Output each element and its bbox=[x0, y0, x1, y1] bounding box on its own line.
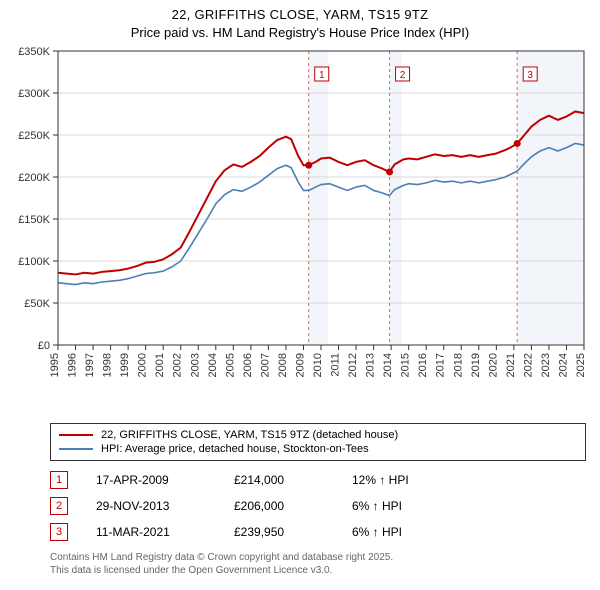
svg-text:£300K: £300K bbox=[18, 88, 50, 100]
svg-text:£0: £0 bbox=[38, 340, 50, 352]
svg-text:2009: 2009 bbox=[294, 353, 306, 377]
event-row: 2 29-NOV-2013 £206,000 6% ↑ HPI bbox=[50, 493, 586, 519]
event-row: 3 11-MAR-2021 £239,950 6% ↑ HPI bbox=[50, 519, 586, 545]
title-block: 22, GRIFFITHS CLOSE, YARM, TS15 9TZ Pric… bbox=[10, 6, 590, 41]
svg-text:2002: 2002 bbox=[172, 353, 184, 377]
legend-label: 22, GRIFFITHS CLOSE, YARM, TS15 9TZ (det… bbox=[101, 429, 398, 441]
svg-text:2007: 2007 bbox=[259, 353, 271, 377]
event-row: 1 17-APR-2009 £214,000 12% ↑ HPI bbox=[50, 467, 586, 493]
legend-swatch bbox=[59, 448, 93, 450]
legend-swatch bbox=[59, 434, 93, 436]
svg-text:£350K: £350K bbox=[18, 46, 50, 58]
svg-text:2008: 2008 bbox=[277, 353, 289, 377]
event-date: 11-MAR-2021 bbox=[96, 525, 206, 539]
event-badge: 1 bbox=[50, 471, 68, 489]
footnote-line2: This data is licensed under the Open Gov… bbox=[50, 564, 586, 577]
svg-text:1999: 1999 bbox=[119, 353, 131, 377]
svg-text:2020: 2020 bbox=[487, 353, 499, 377]
svg-text:£150K: £150K bbox=[18, 214, 50, 226]
chart-container: 22, GRIFFITHS CLOSE, YARM, TS15 9TZ Pric… bbox=[0, 0, 600, 583]
svg-text:1998: 1998 bbox=[102, 353, 114, 377]
svg-text:2024: 2024 bbox=[557, 353, 569, 377]
legend: 22, GRIFFITHS CLOSE, YARM, TS15 9TZ (det… bbox=[50, 423, 586, 461]
svg-text:1: 1 bbox=[319, 70, 325, 81]
line-chart-svg: £0 £50K £100K £150K £200K £250K £300K £350K 1995… bbox=[10, 45, 590, 415]
title-line1: 22, GRIFFITHS CLOSE, YARM, TS15 9TZ bbox=[10, 6, 590, 24]
legend-item: HPI: Average price, detached house, Stoc… bbox=[59, 442, 577, 456]
event-delta: 12% ↑ HPI bbox=[352, 473, 452, 487]
svg-text:2005: 2005 bbox=[224, 353, 236, 377]
svg-text:1995: 1995 bbox=[49, 353, 61, 377]
svg-text:2019: 2019 bbox=[470, 353, 482, 377]
svg-text:2: 2 bbox=[400, 70, 406, 81]
event-badge: 3 bbox=[50, 523, 68, 541]
svg-text:£50K: £50K bbox=[24, 298, 50, 310]
svg-text:1997: 1997 bbox=[84, 353, 96, 377]
legend-item: 22, GRIFFITHS CLOSE, YARM, TS15 9TZ (det… bbox=[59, 428, 577, 442]
event-delta: 6% ↑ HPI bbox=[352, 499, 452, 513]
svg-text:£100K: £100K bbox=[18, 256, 50, 268]
svg-text:2001: 2001 bbox=[154, 353, 166, 377]
svg-text:£200K: £200K bbox=[18, 172, 50, 184]
event-badge: 2 bbox=[50, 497, 68, 515]
svg-text:1996: 1996 bbox=[67, 353, 79, 377]
svg-text:2025: 2025 bbox=[575, 353, 587, 377]
svg-text:2018: 2018 bbox=[452, 353, 464, 377]
legend-label: HPI: Average price, detached house, Stoc… bbox=[101, 443, 369, 455]
event-price: £239,950 bbox=[234, 525, 324, 539]
svg-text:2021: 2021 bbox=[505, 353, 517, 377]
svg-text:2023: 2023 bbox=[540, 353, 552, 377]
svg-text:2006: 2006 bbox=[242, 353, 254, 377]
svg-text:3: 3 bbox=[527, 70, 533, 81]
svg-text:2022: 2022 bbox=[522, 353, 534, 377]
event-date: 29-NOV-2013 bbox=[96, 499, 206, 513]
svg-text:2012: 2012 bbox=[347, 353, 359, 377]
svg-text:2011: 2011 bbox=[330, 353, 342, 377]
event-delta: 6% ↑ HPI bbox=[352, 525, 452, 539]
svg-text:2016: 2016 bbox=[417, 353, 429, 377]
chart-area: £0 £50K £100K £150K £200K £250K £300K £350K 1995… bbox=[10, 45, 590, 415]
svg-text:£250K: £250K bbox=[18, 130, 50, 142]
events-table: 1 17-APR-2009 £214,000 12% ↑ HPI 2 29-NOV-201… bbox=[50, 467, 586, 545]
svg-text:2014: 2014 bbox=[382, 353, 394, 377]
svg-text:2013: 2013 bbox=[365, 353, 377, 377]
svg-text:2017: 2017 bbox=[435, 353, 447, 377]
svg-text:2010: 2010 bbox=[312, 353, 324, 377]
svg-text:2003: 2003 bbox=[189, 353, 201, 377]
event-price: £214,000 bbox=[234, 473, 324, 487]
footnote: Contains HM Land Registry data © Crown c… bbox=[50, 551, 586, 577]
svg-text:2004: 2004 bbox=[207, 353, 219, 377]
title-line2: Price paid vs. HM Land Registry's House … bbox=[10, 24, 590, 42]
svg-text:2000: 2000 bbox=[137, 353, 149, 377]
svg-text:2015: 2015 bbox=[400, 353, 412, 377]
event-price: £206,000 bbox=[234, 499, 324, 513]
footnote-line1: Contains HM Land Registry data © Crown c… bbox=[50, 551, 586, 564]
event-date: 17-APR-2009 bbox=[96, 473, 206, 487]
